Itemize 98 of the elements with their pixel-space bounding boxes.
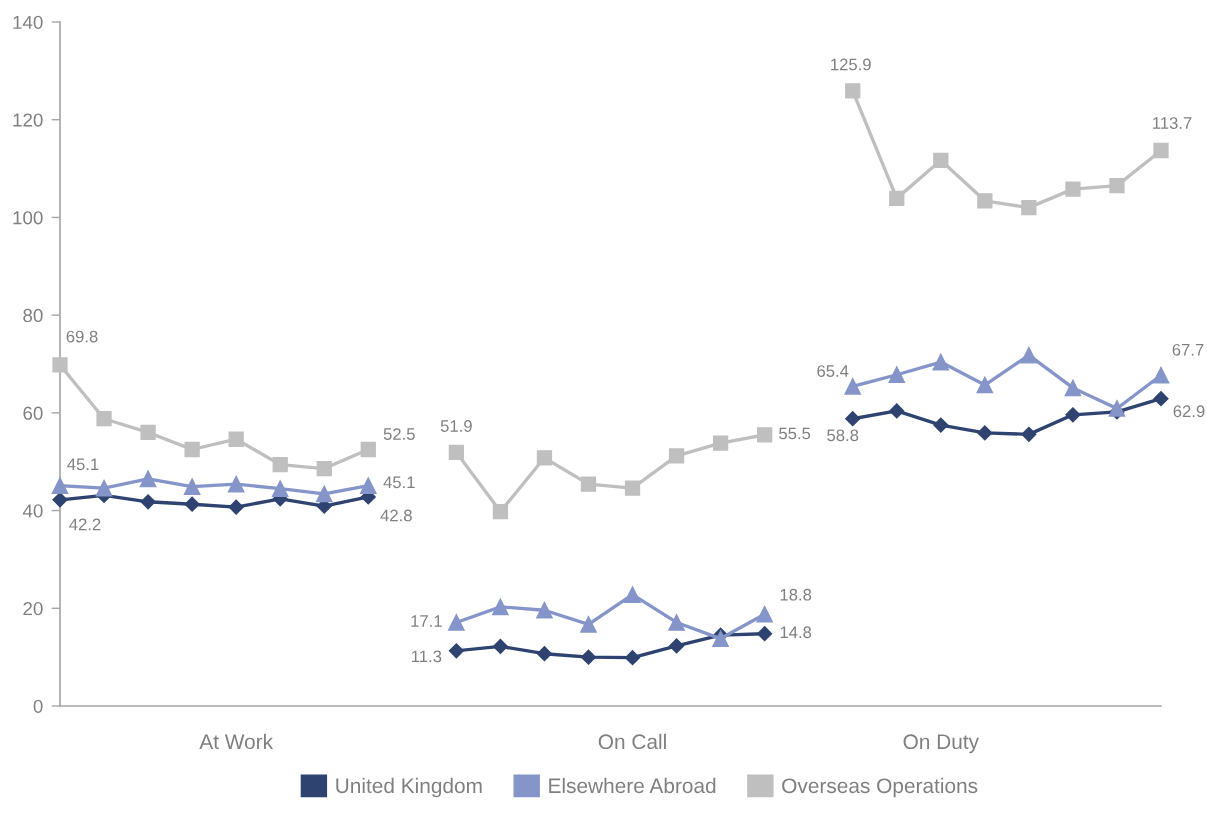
point — [1108, 400, 1126, 417]
point — [448, 614, 465, 631]
point — [536, 646, 553, 662]
point — [536, 601, 553, 619]
point — [580, 616, 597, 633]
point — [712, 630, 729, 647]
point — [448, 444, 464, 461]
data-label: 52.5 — [383, 428, 415, 440]
data-label: 55.5 — [779, 427, 811, 440]
point — [624, 650, 641, 666]
point — [272, 457, 288, 473]
point — [52, 492, 68, 508]
data-label: 58.8 — [827, 429, 859, 442]
point — [492, 638, 508, 654]
x-tick-label: At Work — [199, 733, 274, 750]
legend-label: Overseas Operations — [782, 777, 978, 798]
point — [52, 357, 68, 373]
data-label: 17.1 — [411, 615, 442, 627]
point — [227, 475, 245, 493]
point — [977, 193, 993, 209]
point — [139, 470, 157, 488]
point — [845, 411, 861, 427]
point — [183, 478, 201, 495]
point — [315, 485, 333, 503]
point — [712, 435, 729, 451]
x-tick-label: On Duty — [903, 734, 979, 754]
point — [580, 649, 597, 665]
point — [492, 503, 509, 520]
legend-label: Elsewhere Abroad — [549, 777, 716, 794]
point — [536, 450, 553, 466]
point — [1021, 200, 1037, 216]
point — [756, 605, 773, 623]
y-tick-label: 40 — [22, 504, 43, 518]
data-label: 69.8 — [66, 330, 98, 343]
data-label: 45.1 — [67, 458, 99, 471]
point — [933, 417, 949, 433]
point — [228, 431, 244, 447]
point — [492, 598, 509, 616]
point — [1065, 407, 1081, 423]
point — [1065, 181, 1081, 197]
point — [624, 480, 641, 496]
point — [889, 190, 905, 207]
data-label: 11.3 — [412, 650, 442, 663]
point — [889, 403, 905, 419]
point — [51, 477, 69, 494]
data-label: 42.8 — [380, 509, 412, 522]
data-label: 18.8 — [780, 588, 812, 601]
point — [316, 460, 332, 477]
y-tick-label: 80 — [23, 308, 43, 323]
data-label: 14.8 — [780, 626, 812, 639]
data-label: 65.4 — [817, 365, 849, 377]
point — [140, 494, 156, 510]
point — [977, 425, 993, 441]
y-tick-label: 100 — [13, 211, 43, 225]
point — [668, 638, 685, 654]
data-label: 45.1 — [383, 476, 415, 489]
point — [96, 411, 112, 427]
data-label: 113.7 — [1153, 117, 1192, 129]
y-tick-label: 0 — [33, 699, 43, 713]
point — [1153, 391, 1169, 407]
point — [757, 427, 773, 443]
point — [668, 614, 685, 631]
point — [1021, 426, 1037, 442]
point — [360, 441, 376, 458]
point — [1020, 346, 1038, 364]
point — [228, 499, 244, 515]
point — [1152, 366, 1170, 384]
y-tick-label: 20 — [23, 601, 43, 616]
point — [668, 448, 685, 464]
y-tick-label: 140 — [13, 15, 43, 29]
legend-label: United Kingdom — [336, 777, 482, 798]
point — [1109, 178, 1125, 194]
point — [140, 424, 156, 441]
point — [845, 83, 861, 99]
data-label: 67.7 — [1172, 343, 1204, 356]
point — [580, 476, 597, 492]
point — [888, 366, 906, 384]
data-label: 51.9 — [440, 420, 472, 432]
point — [844, 378, 862, 395]
y-tick-label: 120 — [13, 113, 43, 127]
point — [624, 586, 641, 603]
point — [757, 626, 773, 642]
data-label: 42.2 — [69, 518, 101, 531]
point — [448, 643, 464, 659]
point — [1064, 379, 1082, 397]
point — [976, 376, 994, 394]
x-tick-label: On Call — [598, 733, 666, 750]
point — [184, 496, 200, 512]
point — [184, 441, 200, 458]
data-label: 125.9 — [831, 58, 871, 71]
point — [933, 152, 949, 168]
point — [271, 480, 289, 497]
y-tick-label: 60 — [23, 406, 43, 420]
point — [95, 479, 113, 497]
point — [1153, 142, 1169, 159]
point — [932, 353, 950, 371]
point — [359, 477, 377, 494]
data-label: 62.9 — [1173, 405, 1205, 418]
